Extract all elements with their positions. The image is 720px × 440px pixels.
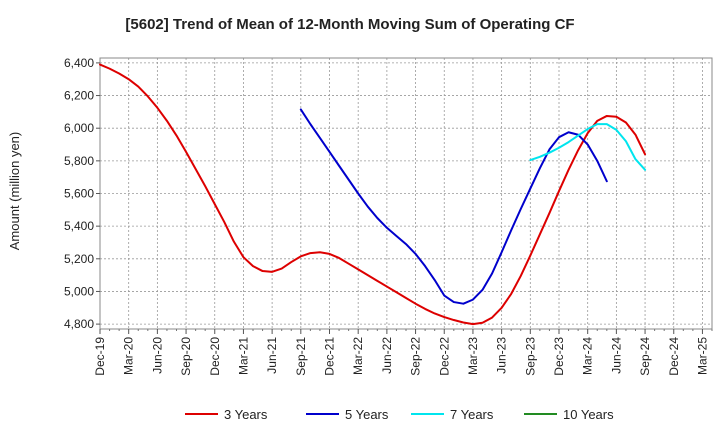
x-tick-label: Dec-23 — [552, 337, 566, 376]
series-line-3-years — [99, 63, 647, 326]
grid — [99, 58, 712, 329]
y-tick-label: 5,400 — [64, 219, 94, 233]
x-tick-label: Jun-22 — [380, 337, 394, 374]
x-tick-label: Dec-24 — [667, 337, 681, 376]
y-tick-label: 5,600 — [64, 187, 94, 201]
x-tick-label: Mar-24 — [581, 337, 595, 375]
x-tick-label: Sep-24 — [638, 337, 652, 376]
x-tick-label: Sep-22 — [409, 337, 423, 376]
x-tick-label: Mar-25 — [695, 337, 709, 375]
x-tick-label: Mar-23 — [466, 337, 480, 375]
x-tick-label: Sep-23 — [523, 337, 537, 376]
legend-label: 10 Years — [563, 407, 614, 422]
series-line-7-years — [529, 123, 647, 171]
legend-label: 5 Years — [345, 407, 389, 422]
x-tick-label: Dec-20 — [208, 337, 222, 376]
x-tick-label: Jun-23 — [495, 337, 509, 374]
x-tick-label: Mar-20 — [122, 337, 136, 375]
legend-label: 3 Years — [224, 407, 268, 422]
x-tick-label: Sep-21 — [294, 337, 308, 376]
y-tick-label: 6,200 — [64, 89, 94, 103]
y-tick-label: 5,200 — [64, 252, 94, 266]
x-tick-label: Dec-22 — [437, 337, 451, 376]
y-tick-label: 6,000 — [64, 121, 94, 135]
x-tick-label: Jun-21 — [265, 337, 279, 374]
x-tick-label: Sep-20 — [179, 337, 193, 376]
chart-title: [5602] Trend of Mean of 12-Month Moving … — [125, 16, 574, 33]
x-tick-label: Jun-24 — [609, 337, 623, 374]
x-tick-label: Dec-21 — [323, 337, 337, 376]
y-axis-label: Amount (million yen) — [7, 132, 22, 251]
x-tick-label: Mar-22 — [351, 337, 365, 375]
legend-label: 7 Years — [450, 407, 494, 422]
y-tick-label: 4,800 — [64, 317, 94, 331]
series-line-5-years — [299, 108, 608, 305]
x-tick-label: Dec-19 — [93, 337, 107, 376]
y-tick-label: 6,400 — [64, 56, 94, 70]
y-axis: 4,800 5,000 5,200 5,400 5,600 5,800 6,000 6,200… — [64, 56, 100, 331]
x-axis: Dec-19 Mar-20 Jun-20 Sep-20 Dec-20 Mar-21 Jun-… — [93, 329, 713, 376]
legend: 3 Years 5 Years 7 Years 10 Years — [185, 407, 614, 422]
x-tick-label: Jun-20 — [150, 337, 164, 374]
x-tick-label: Mar-21 — [236, 337, 250, 375]
y-tick-label: 5,000 — [64, 284, 94, 298]
y-tick-label: 5,800 — [64, 154, 94, 168]
series-lines — [99, 63, 647, 326]
